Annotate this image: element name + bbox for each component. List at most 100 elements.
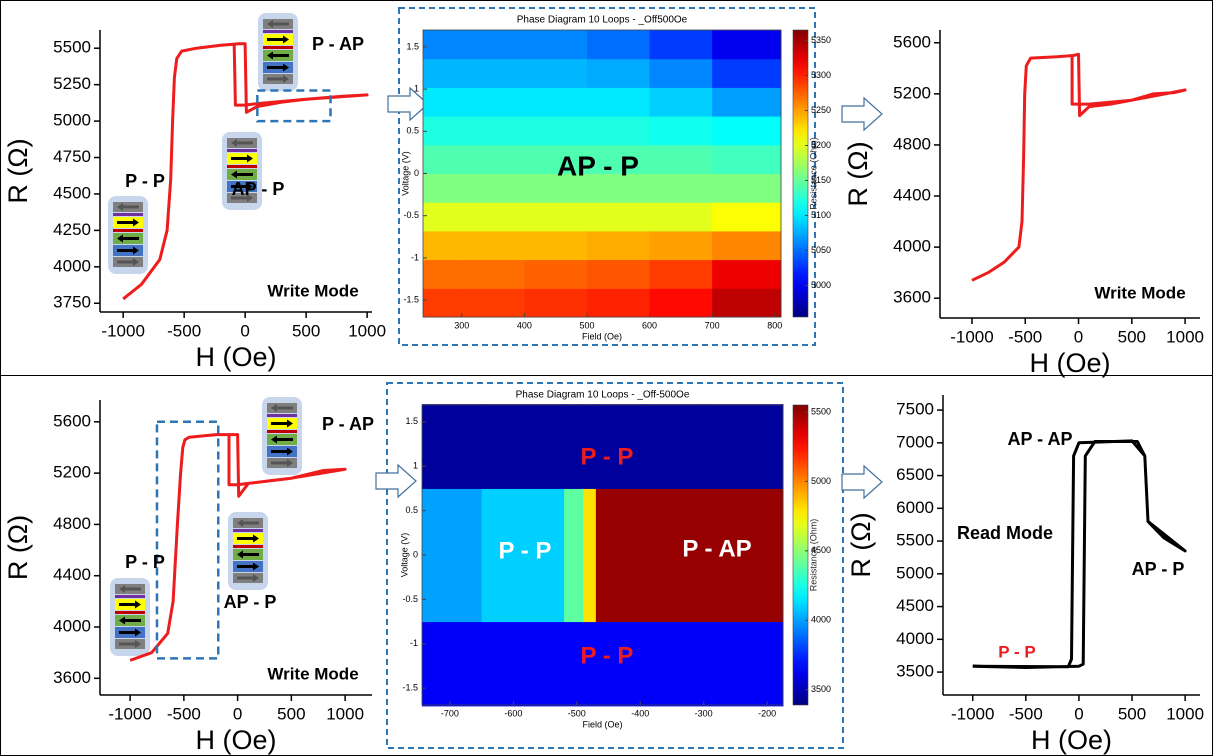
heat-cell <box>703 404 784 489</box>
heat-cell <box>423 173 463 203</box>
heat-cell <box>423 144 463 174</box>
y-axis-label: R (Ω) <box>846 512 876 577</box>
x-tick-label: 800 <box>767 320 782 330</box>
stack-arrow-head <box>271 435 277 444</box>
stack-arrow-head <box>287 419 293 428</box>
x-axis-label: Field (Oe) <box>582 719 622 729</box>
heat-cell <box>461 230 525 261</box>
heat-cell <box>564 404 584 489</box>
heat-cell <box>649 202 713 232</box>
heat-cell <box>524 259 588 289</box>
y-tick-label: 4000 <box>893 237 931 256</box>
panel-box <box>398 7 816 346</box>
heat-cell <box>422 621 483 707</box>
heat-cell <box>461 87 525 117</box>
stack-layer <box>263 46 293 49</box>
annotation: P - P <box>998 642 1035 661</box>
y-tick-label: 5000 <box>53 111 91 130</box>
flow-arrow <box>841 96 883 132</box>
x-tick-label: 0 <box>233 704 242 723</box>
x-tick-label: -400 <box>631 708 649 718</box>
stack-arrow-head <box>119 585 125 593</box>
colorbar-tick-label: 5350 <box>811 35 831 45</box>
annotation: AP - AP <box>1007 429 1072 449</box>
heat-cell <box>712 230 782 261</box>
x-axis-label: H (Oe) <box>1030 348 1111 378</box>
data-line <box>122 42 369 301</box>
y-tick-label: 4400 <box>893 186 931 205</box>
heat-cell <box>712 58 782 88</box>
y-tick-label: 0 <box>413 549 418 559</box>
heat-cell <box>461 288 525 318</box>
annotation: AP - P <box>1132 559 1185 579</box>
stack-arrow-head <box>231 139 237 147</box>
x-tick-label: -1000 <box>950 327 993 346</box>
y-tick-label: 0 <box>414 168 419 178</box>
x-tick-label: -700 <box>441 708 459 718</box>
heat-cell <box>649 288 713 318</box>
stack-arrow-head <box>135 628 141 637</box>
colorbar-tick-label: 5150 <box>811 175 831 185</box>
stack-layer <box>227 165 257 168</box>
heat-cell <box>586 259 651 289</box>
stack-arrow-head <box>133 258 139 266</box>
annotation: P - AP <box>322 414 374 434</box>
stack-arrow-head <box>287 447 293 456</box>
stack-arrow-head <box>247 154 253 163</box>
stack-layer <box>233 545 263 548</box>
stack-layer <box>113 213 143 216</box>
y-tick-label: 5250 <box>53 74 91 93</box>
y-tick-label: -1 <box>410 638 418 648</box>
stack-layer <box>113 229 143 232</box>
annotation: P - P <box>125 552 165 572</box>
heat-cell <box>524 87 588 117</box>
heat-cell <box>423 87 463 117</box>
y-tick-label: 0.5 <box>405 505 418 515</box>
heat-cell <box>649 173 713 203</box>
y-tick-label: 5500 <box>53 38 91 57</box>
colorbar-tick-label: 5200 <box>811 140 831 150</box>
stack-arrow-head <box>135 640 141 648</box>
colorbar <box>792 404 809 706</box>
stack-arrow-head <box>135 600 141 609</box>
colorbar-tick-label: 5500 <box>811 406 831 416</box>
heat-cell <box>461 58 525 88</box>
highlight-box <box>155 420 220 660</box>
y-tick-label: -0.5 <box>402 594 418 604</box>
y-tick-label: 5000 <box>896 563 934 582</box>
annotation: Write Mode <box>1094 283 1185 302</box>
stack-layer <box>115 611 145 614</box>
colorbar-tick-label: 5300 <box>811 70 831 80</box>
x-axis-label: Field (Oe) <box>582 331 622 341</box>
heat-cell <box>422 488 483 623</box>
colorbar-tick-label: 5000 <box>811 280 831 290</box>
annotation: P - P <box>581 443 634 470</box>
heat-cell <box>583 488 597 623</box>
annotation: AP - P <box>557 150 639 181</box>
heat-cell <box>524 144 588 174</box>
heat-cell <box>586 202 651 232</box>
x-tick-label: 0 <box>240 321 249 340</box>
colorbar-tick-label: 5250 <box>811 105 831 115</box>
chart-title: Phase Diagram 10 Loops - _Off500Oe <box>517 15 688 26</box>
stack-arrow-head <box>283 35 289 44</box>
heat-cell <box>423 288 463 318</box>
stack-arrow-head <box>287 459 293 467</box>
stack-arrow-head <box>253 574 259 582</box>
heat-cell <box>423 30 463 60</box>
stack-layer <box>267 430 297 433</box>
heat-cell <box>524 230 588 261</box>
heat-cell <box>712 259 782 289</box>
heat-cell <box>423 230 463 261</box>
heat-cell <box>524 202 588 232</box>
stack-arrow-head <box>133 246 139 255</box>
heat-cell <box>703 488 784 623</box>
y-tick-label: 1 <box>413 461 418 471</box>
colorbar-tick-label: 5100 <box>811 210 831 220</box>
stack-layer <box>115 595 145 598</box>
y-tick-label: 1 <box>414 83 419 93</box>
y-tick-label: 1.5 <box>406 41 419 51</box>
heat-cell <box>586 144 651 174</box>
x-tick-label: 500 <box>277 704 305 723</box>
x-tick-label: 300 <box>454 320 469 330</box>
